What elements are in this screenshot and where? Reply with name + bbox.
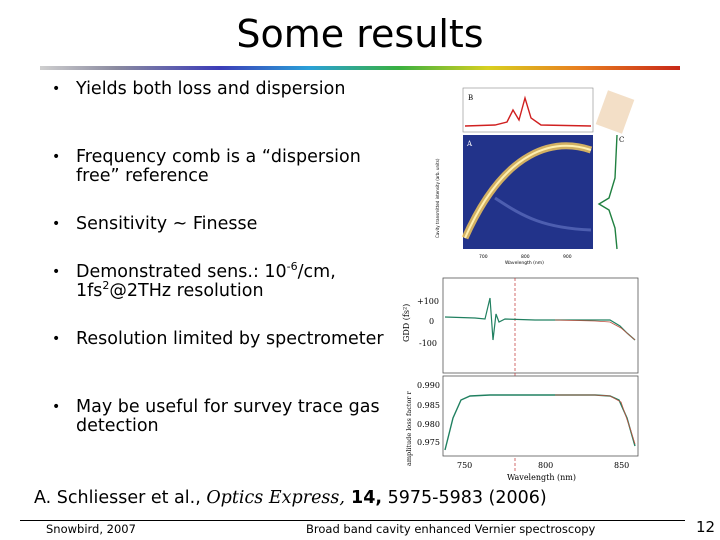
amp-tick: 0.990 <box>417 381 440 390</box>
bullet-text: Sensitivity ~ Finesse <box>76 214 258 234</box>
top-xtick: 700 <box>479 254 488 260</box>
bottom-xtick: 800 <box>538 461 553 470</box>
bullet-text-sensitivity: Demonstrated sens.: 10-6/cm, 1fs2@2THz r… <box>76 260 336 301</box>
gdd-tick: +100 <box>417 297 439 306</box>
panel-a-shadow <box>494 196 592 232</box>
inset-cube <box>595 90 635 134</box>
gdd-ylabel: GDD (fs²) <box>402 304 411 342</box>
gdd-tick: 0 <box>429 317 434 326</box>
amp-plot-frame <box>442 375 639 457</box>
top-xtick: 900 <box>563 254 572 260</box>
panel-c-curve <box>597 134 618 250</box>
gdd-curve <box>444 297 636 341</box>
amp-tick: 0.985 <box>417 401 440 410</box>
gdd-tick: -100 <box>419 339 437 348</box>
bottom-xtick: 750 <box>457 461 472 470</box>
footer-talk-title: Broad band cavity enhanced Vernier spect… <box>306 522 596 536</box>
page-number: 12 <box>696 518 716 536</box>
bullet-dot: • <box>52 264 61 280</box>
amp-curve <box>444 394 636 451</box>
bullet-dot: • <box>52 216 61 232</box>
bullet-text: May be useful for survey trace gas detec… <box>76 397 380 436</box>
top-xtick: 800 <box>521 254 530 260</box>
panel-a-label: A <box>466 140 473 148</box>
gdd-fit-curve <box>554 319 636 341</box>
results-figure: B A C Cavity transmitted intensity (arb.… <box>402 87 639 482</box>
bullet-dot: • <box>52 149 61 165</box>
gdd-plot-frame <box>442 277 639 374</box>
citation: A. Schliesser et al., Optics Express, 14… <box>34 488 547 508</box>
panel-b-curve <box>464 95 592 127</box>
bottom-xtick: 850 <box>614 461 629 470</box>
panel-b-label: B <box>468 94 473 102</box>
slide-title: Some results <box>236 12 484 56</box>
bullet-text: Yields both loss and dispersion <box>76 79 346 99</box>
footer-venue: Snowbird, 2007 <box>46 522 136 536</box>
panel-c-label: C <box>619 136 624 144</box>
amp-tick: 0.980 <box>417 420 440 429</box>
panel-a-frame <box>463 135 593 249</box>
bottom-xlabel: Wavelength (nm) <box>507 473 576 482</box>
top-ylabel: Cavity transmitted intensity (arb. units… <box>435 158 440 238</box>
bullet-dot: • <box>52 399 61 415</box>
panel-a-ridge-core <box>464 144 592 239</box>
footer-rule <box>20 520 685 521</box>
title-rule <box>40 66 680 70</box>
bullet-text: Frequency comb is a “dispersion free” re… <box>76 147 361 186</box>
amp-tick: 0.975 <box>417 438 440 447</box>
top-xlabel: Wavelength (nm) <box>505 260 544 266</box>
bullet-text: Resolution limited by spectrometer <box>76 329 384 349</box>
bullet-dot: • <box>52 81 61 97</box>
amp-ylabel: amplitude loss factor r <box>405 390 413 466</box>
amp-fit-curve <box>555 394 636 445</box>
bullet-dot: • <box>52 331 61 347</box>
